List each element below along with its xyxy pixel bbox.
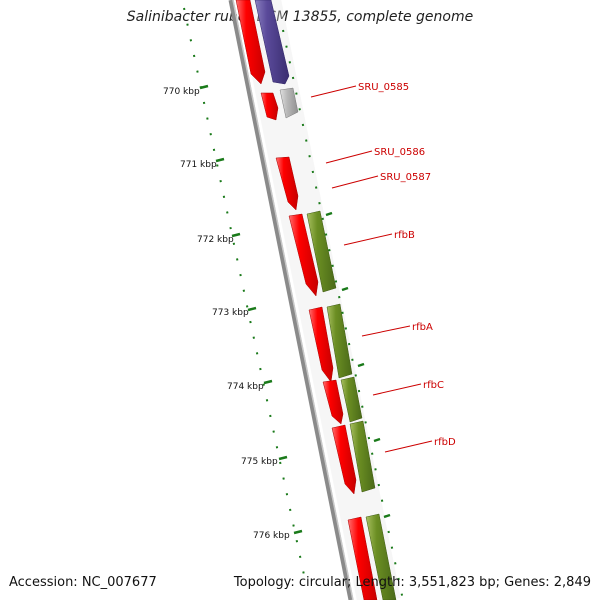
sequence-backbone [228, 0, 354, 600]
gene-block [235, 0, 266, 85]
gene-block [331, 424, 357, 495]
accession-text: Accession: NC_007677 [9, 575, 157, 590]
gene-label-rfbd: rfbD [434, 437, 456, 448]
gene-label-leaders [310, 85, 433, 453]
gene-block [288, 213, 319, 297]
gene-labels: SRU_0585 SRU_0586 SRU_0587 rfbB rfbA rfb… [358, 82, 456, 448]
gene-block [326, 303, 353, 379]
scale-dots [183, 7, 404, 600]
scale-label: 775 kbp [241, 457, 278, 467]
genome-summary-text: Topology: circular; Length: 3,551,823 bp… [233, 575, 591, 590]
gene-block [340, 376, 363, 423]
scale-label: 773 kbp [212, 308, 249, 318]
gene-label-sru-0586: SRU_0586 [374, 147, 425, 158]
gene-label-rfbb: rfbB [394, 230, 415, 241]
gene-label-rfba: rfbA [412, 322, 433, 333]
gene-block [254, 0, 290, 85]
gene-block [260, 92, 279, 121]
scale-label: 776 kbp [253, 531, 290, 541]
gene-block [347, 516, 378, 600]
scale-label: 772 kbp [197, 235, 234, 245]
gene-block [365, 513, 397, 600]
gene-label-sru-0585: SRU_0585 [358, 82, 409, 93]
gene-block [306, 210, 337, 293]
gene-label-rfbc: rfbC [423, 380, 444, 391]
scale-label: 771 kbp [180, 160, 217, 170]
gene-block [308, 306, 334, 383]
gene-block [322, 379, 344, 425]
scale-label: 774 kbp [227, 382, 264, 392]
gene-block [275, 156, 299, 211]
scale-ticks [199, 84, 391, 535]
gene-label-sru-0587: SRU_0587 [380, 172, 431, 183]
map-title: Salinibacter ruber DSM 13855, complete g… [126, 9, 474, 25]
scale-labels: 770 kbp 771 kbp 772 kbp 773 kbp 774 kbp … [163, 87, 290, 541]
gene-block [349, 420, 376, 493]
scale-label: 770 kbp [163, 87, 200, 97]
gene-features [235, 0, 397, 600]
gene-block [279, 87, 299, 119]
